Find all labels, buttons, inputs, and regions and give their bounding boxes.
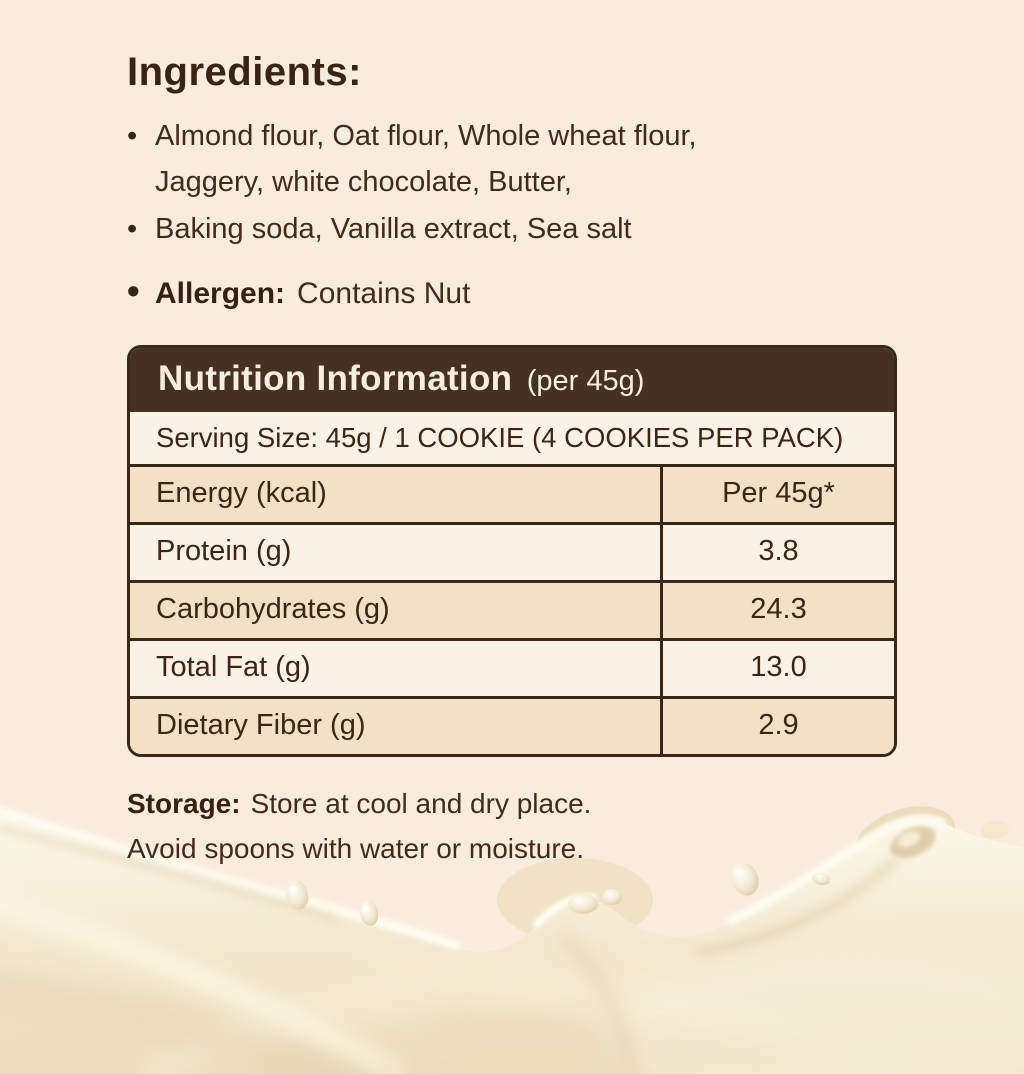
storage-label: Storage: bbox=[127, 788, 241, 819]
row-label: Carbohydrates (g) bbox=[156, 593, 390, 625]
serving-size-row: Serving Size: 45g / 1 COOKIE (4 COOKIES … bbox=[130, 412, 894, 467]
allergen-label: Allergen: bbox=[155, 277, 286, 310]
label-content: Ingredients: • Almond flour, Oat flour, … bbox=[0, 50, 1024, 871]
row-value: 24.3 bbox=[660, 583, 894, 638]
row-value: 2.9 bbox=[660, 699, 894, 754]
table-row: Total Fat (g) 13.0 bbox=[130, 638, 894, 696]
ingredient-line: Almond flour, Oat flour, Whole wheat flo… bbox=[155, 120, 697, 152]
allergen-row: • Allergen: Contains Nut bbox=[127, 268, 897, 317]
allergen-value: Contains Nut bbox=[297, 277, 471, 310]
ingredients-heading: Ingredients: bbox=[127, 50, 362, 94]
ingredient-text: Baking soda, Vanilla extract, Sea salt bbox=[155, 206, 632, 252]
row-value: Per 45g* bbox=[660, 467, 894, 522]
storage-line1: Store at cool and dry place. bbox=[250, 788, 592, 819]
storage-note: Storage: Store at cool and dry place. Avo… bbox=[127, 781, 827, 871]
row-value: 13.0 bbox=[660, 641, 894, 696]
row-label: Dietary Fiber (g) bbox=[156, 709, 366, 741]
label-page: Ingredients: • Almond flour, Oat flour, … bbox=[0, 50, 1024, 1074]
bullet-icon: • bbox=[127, 270, 140, 311]
ingredient-line: Baking soda, Vanilla extract, Sea salt bbox=[155, 213, 632, 245]
row-label: Total Fat (g) bbox=[156, 651, 311, 683]
list-item: • Baking soda, Vanilla extract, Sea salt bbox=[127, 206, 897, 252]
row-label: Energy (kcal) bbox=[156, 477, 327, 509]
bullet-icon: • bbox=[127, 120, 138, 152]
bullet-icon: • bbox=[127, 213, 138, 245]
ingredient-line: Jaggery, white chocolate, Butter, bbox=[155, 166, 572, 198]
row-label: Protein (g) bbox=[156, 535, 292, 567]
storage-line2: Avoid spoons with water or moisture. bbox=[127, 833, 585, 864]
table-row: Energy (kcal) Per 45g* bbox=[130, 467, 894, 522]
ingredient-text: Almond flour, Oat flour, Whole wheat flo… bbox=[155, 113, 697, 205]
nutrition-title: Nutrition Information bbox=[158, 359, 513, 398]
row-value: 3.8 bbox=[660, 525, 894, 580]
table-row: Carbohydrates (g) 24.3 bbox=[130, 580, 894, 638]
list-item: • Almond flour, Oat flour, Whole wheat f… bbox=[127, 113, 897, 205]
ingredients-list: • Almond flour, Oat flour, Whole wheat f… bbox=[127, 113, 897, 317]
table-row: Dietary Fiber (g) 2.9 bbox=[130, 696, 894, 754]
milk-droplets bbox=[285, 820, 1009, 926]
nutrition-table: Nutrition Information (per 45g) Serving … bbox=[127, 345, 897, 757]
nutrition-table-header: Nutrition Information (per 45g) bbox=[130, 348, 894, 412]
nutrition-title-suffix: (per 45g) bbox=[526, 365, 645, 397]
table-row: Protein (g) 3.8 bbox=[130, 522, 894, 580]
